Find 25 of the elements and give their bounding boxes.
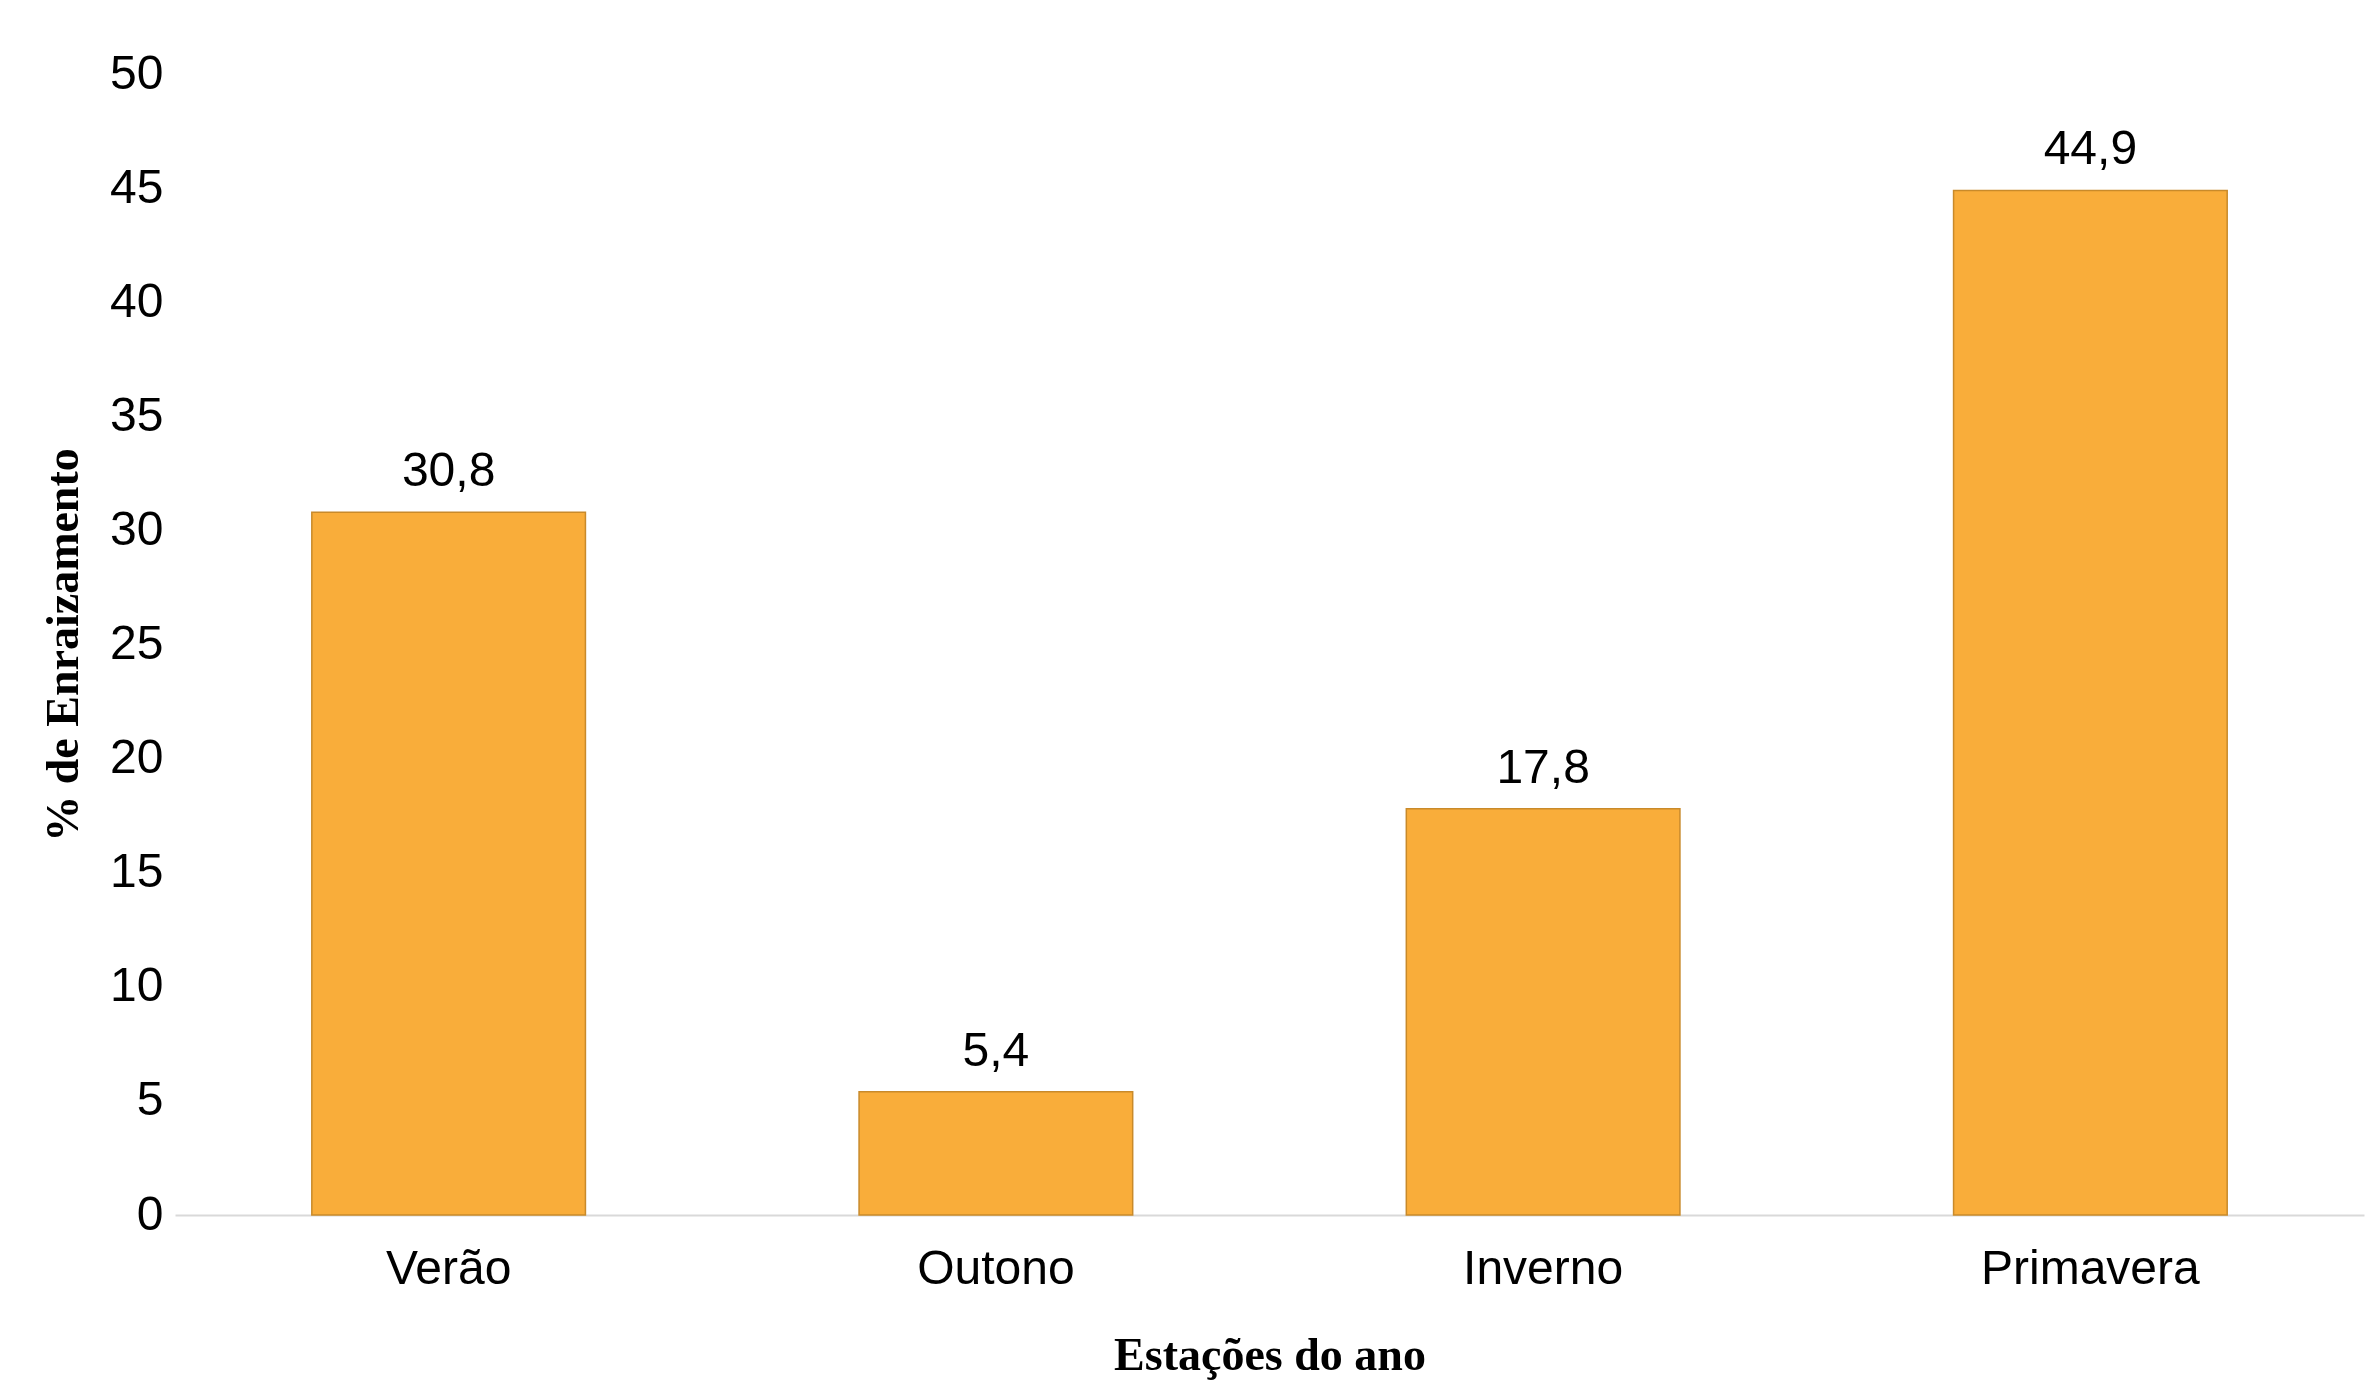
bar xyxy=(1952,189,2228,1216)
y-tick-label: 0 xyxy=(136,1186,164,1240)
y-tick-label: 10 xyxy=(110,958,164,1012)
x-tick-label: Inverno xyxy=(1463,1240,1624,1294)
data-label: 30,8 xyxy=(401,443,496,497)
y-tick-label: 30 xyxy=(110,501,164,555)
y-axis-title: % de Enraizamento xyxy=(37,448,89,842)
y-tick-label: 50 xyxy=(110,45,164,99)
y-tick-label: 35 xyxy=(110,387,164,441)
data-label: 17,8 xyxy=(1496,739,1590,793)
x-tick-label: Primavera xyxy=(1981,1240,2201,1294)
bar xyxy=(858,1091,1134,1216)
bar xyxy=(1405,808,1681,1216)
y-tick-label: 15 xyxy=(110,844,164,898)
x-tick-label: Outono xyxy=(917,1240,1075,1294)
y-tick-label: 25 xyxy=(110,616,164,669)
data-label: 5,4 xyxy=(962,1022,1030,1076)
y-tick-label: 5 xyxy=(136,1072,164,1126)
x-axis-title: Estações do ano xyxy=(1114,1328,1426,1380)
data-label: 44,9 xyxy=(2043,121,2138,175)
y-tick-label: 45 xyxy=(110,159,164,213)
x-tick-label: Verão xyxy=(385,1240,512,1294)
y-tick-label: 40 xyxy=(110,273,164,327)
y-tick-label: 20 xyxy=(110,730,164,784)
bar xyxy=(311,511,587,1216)
